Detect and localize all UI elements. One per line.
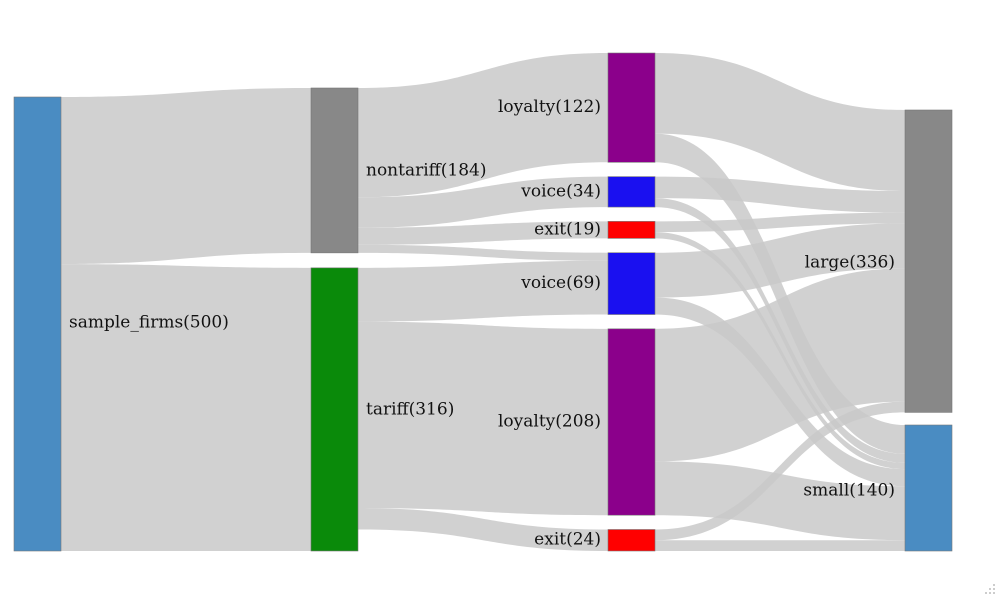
sankey-link-nt_loyalty-to-small [655,133,905,454]
sankey-node-tariff[interactable] [310,267,359,552]
sankey-label-large: large(336) [805,253,895,273]
sankey-link-nt_exit-to-large [655,212,905,233]
sankey-node-t_voice[interactable] [607,252,656,315]
sankey-link-t_loyalty-to-large [655,268,905,462]
sankey-link-nontariff-to-t_voice [358,244,608,261]
sankey-link-tariff-to-t_exit [358,507,608,551]
sankey-link-sample_firms-to-nontariff [61,88,311,265]
sankey-node-nt_loyalty[interactable] [607,52,656,163]
sankey-label-nontariff: nontariff(184) [366,161,486,181]
sankey-label-tariff: tariff(316) [366,400,454,420]
sankey-label-small: small(140) [803,481,895,501]
sankey-node-t_exit[interactable] [607,529,656,552]
sankey-link-t_exit-to-small [655,540,905,551]
sankey-link-t_voice-to-large [655,223,905,298]
sankey-label-nt_voice: voice(34) [520,181,601,201]
sankey-node-t_loyalty[interactable] [607,328,656,516]
sankey-label-t_exit: exit(24) [534,530,601,550]
sankey-link-nt_loyalty-to-large [655,53,905,191]
sankey-node-nt_voice[interactable] [607,176,656,208]
sankey-link-t_exit-to-large [655,401,905,541]
resize-grip-icon[interactable] [984,583,996,595]
sankey-node-small[interactable] [904,424,953,552]
labels-layer: sample_firms(500) nontariff(184) tariff(31… [69,97,895,550]
sankey-node-large[interactable] [904,109,953,413]
sankey-link-t_loyalty-to-small [655,461,905,541]
sankey-node-sample_firms[interactable] [13,96,62,552]
sankey-node-nt_exit[interactable] [607,221,656,239]
links-layer [61,53,905,551]
sankey-link-tariff-to-t_voice [358,260,608,322]
sankey-label-t_voice: voice(69) [520,273,601,293]
sankey-link-tariff-to-t_loyalty [358,321,608,516]
sankey-link-nontariff-to-nt_voice [358,176,608,228]
sankey-link-sample_firms-to-tariff [61,264,311,551]
sankey-label-t_loyalty: loyalty(208) [498,412,601,432]
sankey-label-sample_firms: sample_firms(500) [69,313,229,333]
sankey-label-nt_loyalty: loyalty(122) [498,97,601,117]
sankey-node-nontariff[interactable] [310,87,359,254]
sankey-label-nt_exit: exit(19) [534,219,601,239]
sankey-link-nontariff-to-nt_exit [358,221,608,245]
nodes-layer [13,52,953,552]
sankey-link-nt_voice-to-large [655,176,905,213]
sankey-link-nontariff-to-nt_loyalty [358,53,608,198]
